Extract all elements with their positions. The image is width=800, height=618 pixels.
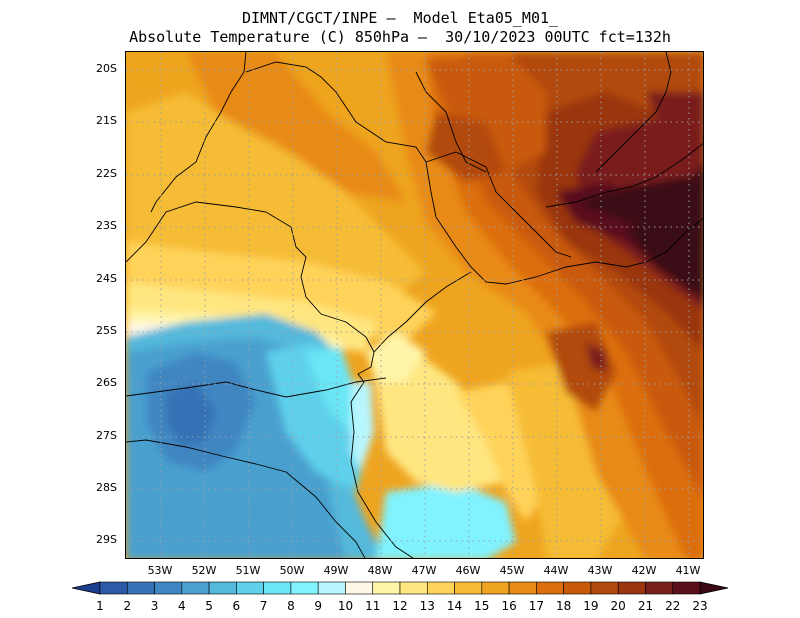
colorbar-box [590, 581, 619, 595]
lon-label-46w: 46W [455, 564, 481, 577]
colorbar-label: 14 [446, 599, 463, 613]
lon-label-45w: 45W [499, 564, 525, 577]
lon-label-42w: 42W [631, 564, 657, 577]
colorbar-label: 8 [287, 599, 295, 613]
colorbar-label: 3 [150, 599, 159, 613]
colorbar-box [126, 581, 155, 595]
colorbar-label: 10 [337, 599, 354, 613]
lon-label-52w: 52W [191, 564, 217, 577]
colorbar-box [563, 581, 592, 595]
lon-label-49w: 49W [323, 564, 349, 577]
colorbar-box [454, 581, 483, 595]
lon-label-44w: 44W [543, 564, 569, 577]
colorbar-box [345, 581, 374, 595]
colorbar-label: 1 [96, 599, 104, 613]
colorbar-box [208, 581, 237, 595]
colorbar-box [317, 581, 346, 595]
lat-label-26s: 26S [96, 376, 117, 389]
colorbar-min-arrow [71, 581, 101, 595]
lat-label-22s: 22S [96, 167, 117, 180]
lat-label-24s: 24S [96, 272, 117, 285]
colorbar-box [99, 581, 128, 595]
colorbar-label: 7 [259, 599, 268, 613]
colorbar-label: 5 [205, 599, 213, 613]
colorbar-label: 21 [637, 599, 654, 613]
colorbar-label: 13 [419, 599, 435, 613]
colorbar-box [617, 581, 646, 595]
lon-label-50w: 50W [279, 564, 305, 577]
colorbar-label: 6 [232, 599, 241, 613]
colorbar-box [181, 581, 210, 595]
colorbar-max-arrow [699, 581, 729, 595]
lat-label-21s: 21S [96, 114, 117, 127]
colorbar-box [481, 581, 510, 595]
colorbar-label: 16 [501, 599, 517, 613]
colorbar-label: 17 [528, 599, 544, 613]
temperature-map [125, 51, 704, 559]
lon-label-43w: 43W [587, 564, 613, 577]
lat-label-20s: 20S [96, 62, 117, 75]
colorbar-label: 9 [314, 599, 322, 613]
temperature-contours [126, 52, 703, 558]
colorbar-label: 15 [474, 599, 490, 613]
colorbar-label: 20 [610, 599, 626, 613]
lon-label-53w: 53W [147, 564, 173, 577]
colorbar-box [645, 581, 674, 595]
map-title-line-1: DIMNT/CGCT/INPE — Model Eta05_M01_ [241, 9, 559, 27]
colorbar-box [536, 581, 564, 595]
lat-label-23s: 23S [96, 219, 117, 232]
colorbar-label: 22 [665, 599, 681, 613]
colorbar-box [154, 581, 183, 595]
colorbar-label: 11 [365, 599, 381, 613]
colorbar-label: 2 [123, 599, 132, 613]
lon-label-48w: 48W [367, 564, 393, 577]
colorbar-box [672, 581, 701, 595]
lon-label-47w: 47W [411, 564, 437, 577]
lon-label-51w: 51W [235, 564, 261, 577]
lat-label-28s: 28S [96, 481, 117, 494]
colorbar-label: 19 [583, 599, 599, 613]
temperature-field [126, 52, 703, 558]
map-title-line-2: Absolute Temperature (C) 850hPa — 30/10/… [129, 28, 671, 46]
colorbar-box [508, 581, 537, 595]
colorbar-label: 4 [177, 599, 186, 613]
lat-label-29s: 29S [96, 533, 117, 546]
coastline-and-borders [126, 52, 703, 558]
colorbar-box [372, 581, 401, 595]
lat-label-27s: 27S [96, 429, 117, 442]
colorbar-label: 18 [555, 599, 572, 613]
colorbar-box [290, 581, 319, 595]
lat-lon-gridlines [126, 52, 703, 558]
colorbar-box [426, 581, 455, 595]
colorbar-box [399, 581, 428, 595]
colorbar-label: 12 [392, 599, 408, 613]
colorbar-label: 23 [692, 599, 708, 613]
colorbar-box [263, 581, 292, 595]
lat-label-25s: 25S [96, 324, 117, 337]
colorbar-box [236, 581, 264, 595]
lon-label-41w: 41W [675, 564, 701, 577]
temperature-colorbar [71, 581, 729, 595]
